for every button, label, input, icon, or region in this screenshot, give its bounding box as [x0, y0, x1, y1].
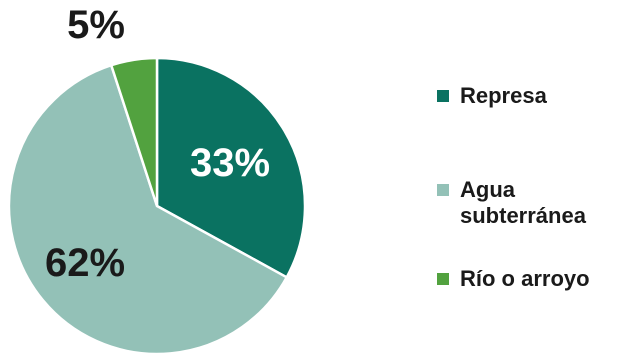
legend-swatch-rio-o-arroyo [437, 273, 449, 285]
pie-labels: 33% 62% 5% [45, 3, 270, 285]
legend-item-rio-o-arroyo: Río o arroyo [437, 266, 620, 292]
pie-slice-rio-o-arroyo [110, 56, 159, 208]
pie-slice-represa [155, 56, 307, 279]
pie-label-agua-subterranea: 62% [45, 241, 125, 285]
legend-item-represa: Represa [437, 83, 620, 109]
legend-swatch-represa [437, 90, 449, 102]
legend-label-agua-subterranea: Agua subterránea [460, 177, 586, 228]
legend-label-rio-o-arroyo: Río o arroyo [460, 266, 590, 291]
legend-swatch-agua-subterranea [437, 184, 449, 196]
legend-label-represa: Represa [460, 83, 547, 108]
pie-slices [7, 56, 307, 354]
legend: Represa Agua subterránea Río o arroyo [437, 0, 623, 354]
pie-label-represa: 33% [190, 141, 270, 185]
legend-item-agua-subterranea: Agua subterránea [437, 177, 610, 229]
pie-label-rio-o-arroyo: 5% [67, 3, 125, 47]
pie-slice-agua-subterranea [7, 63, 288, 354]
